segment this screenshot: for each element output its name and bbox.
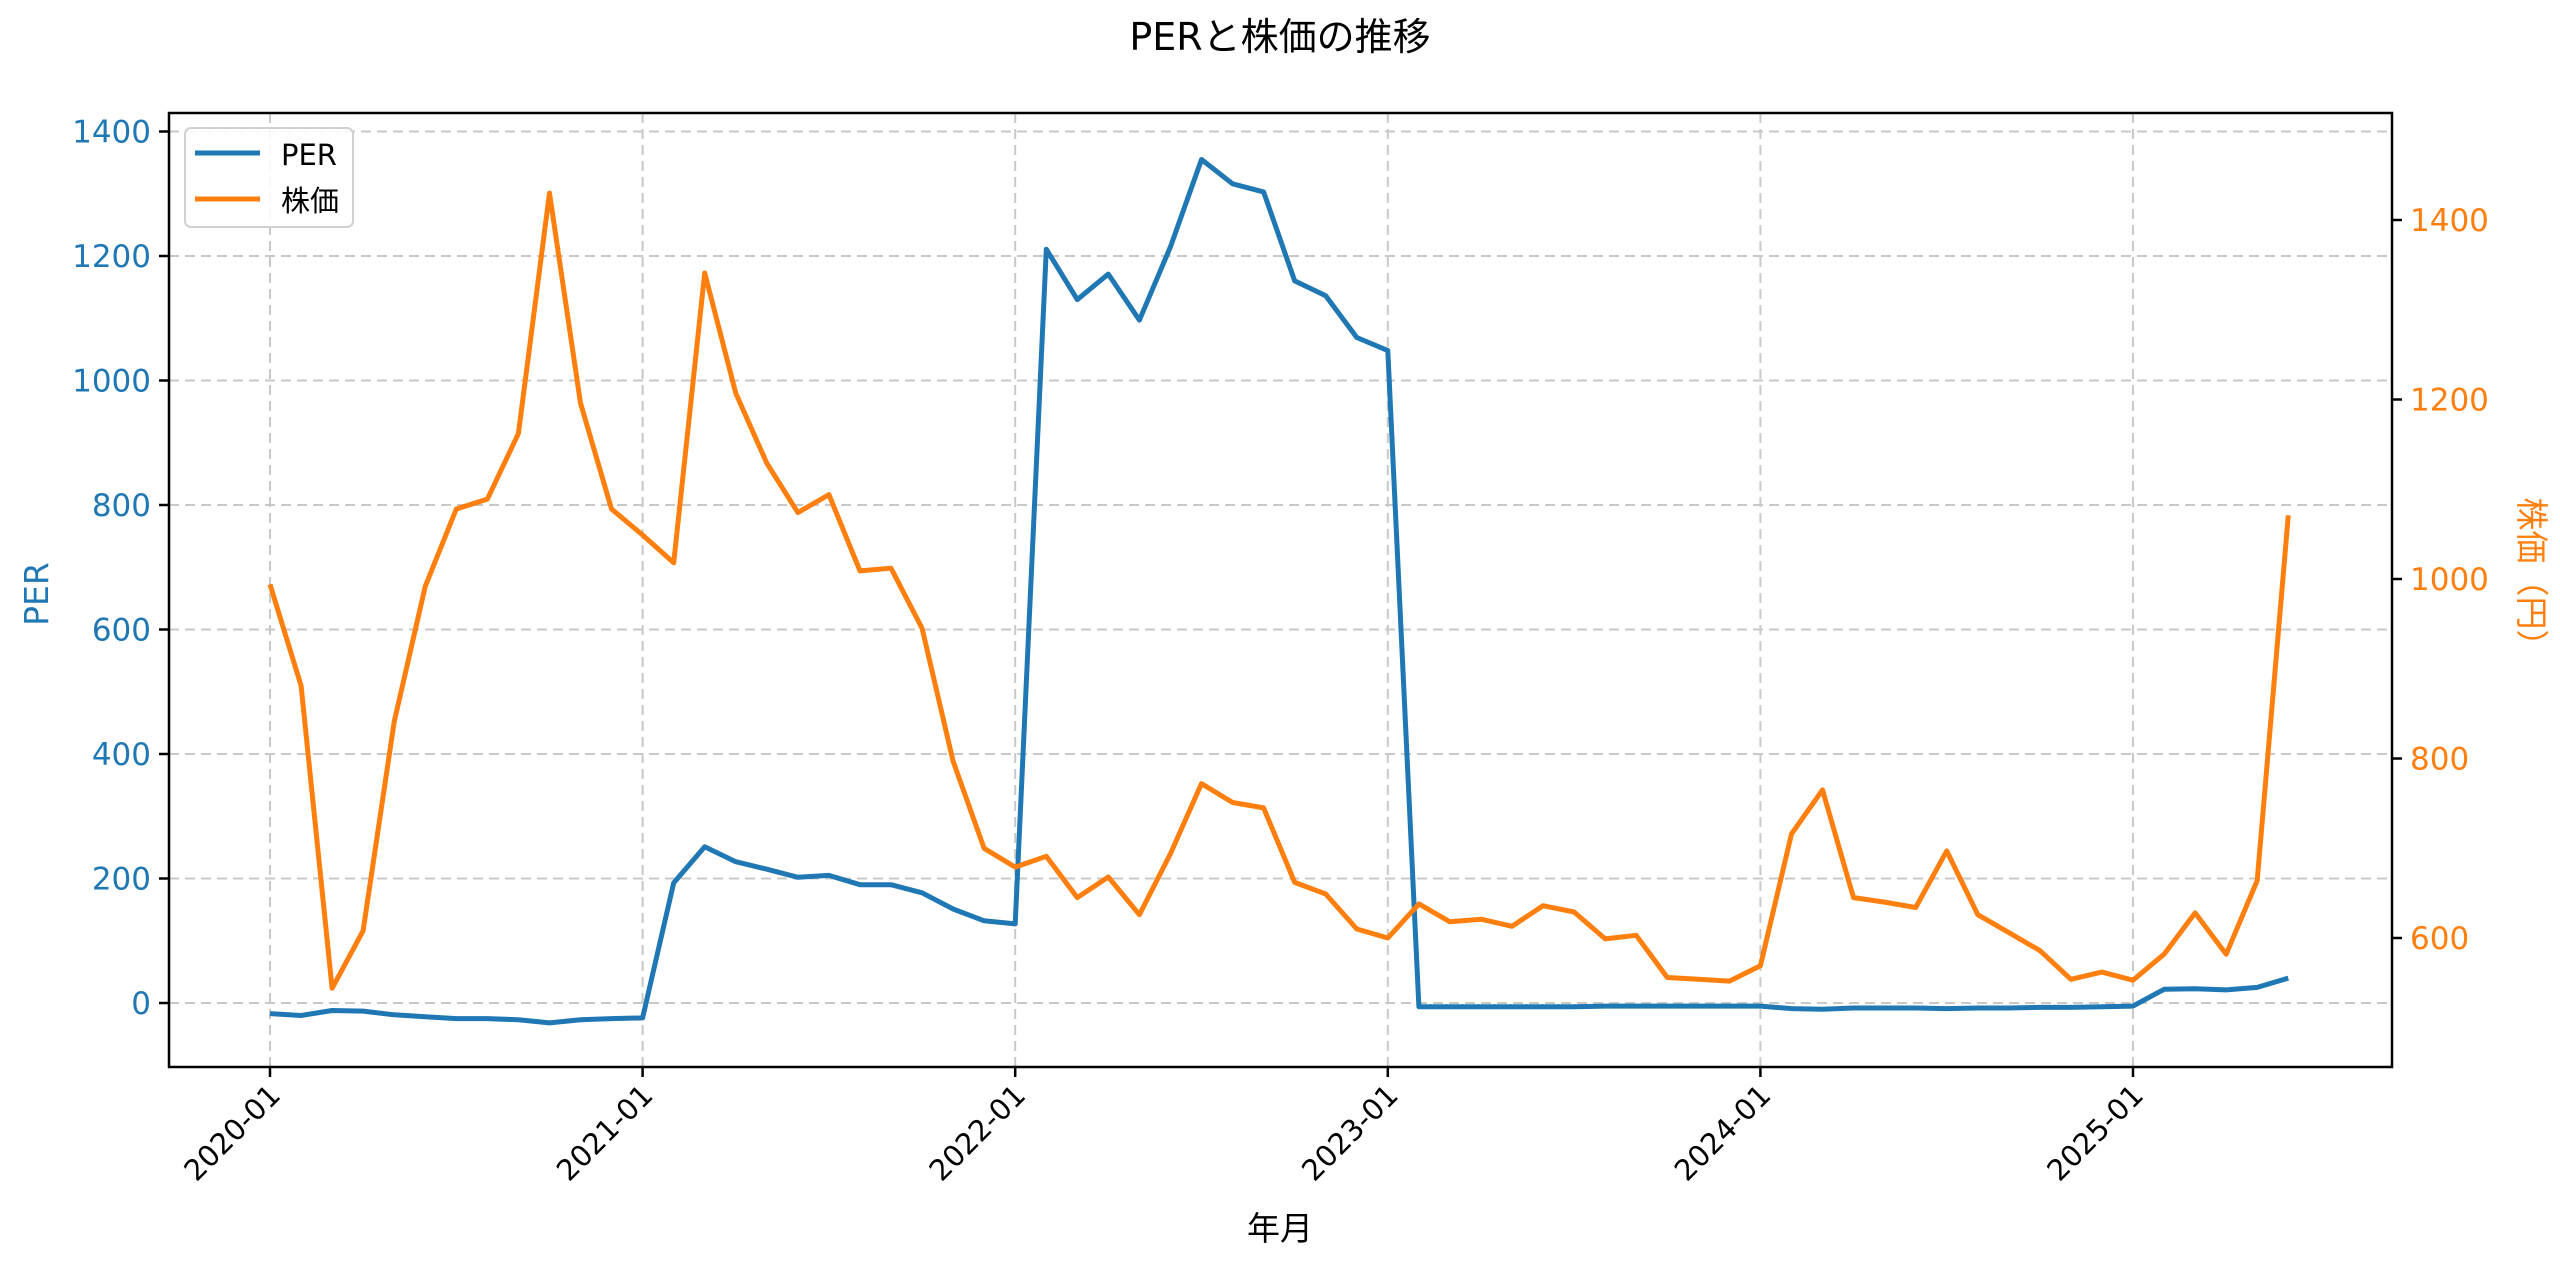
left-y-axis-label: PER	[17, 562, 56, 626]
price-line	[267, 190, 2291, 991]
left-tick-label: 1000	[72, 364, 151, 400]
x-axis-label: 年月	[1247, 1209, 1313, 1248]
right-tick-label: 800	[2410, 742, 2469, 778]
right-y-axis: 600 800 1000 1200 1400	[2392, 203, 2489, 957]
right-tick-label: 1000	[2410, 562, 2489, 598]
left-tick-label: 600	[92, 613, 151, 649]
x-axis: 2020-01 2021-01 2022-01 2023-01 2024-01 2025-…	[177, 1067, 2150, 1188]
legend-per-label: PER	[281, 138, 337, 172]
x-tick-label: 2021-01	[550, 1078, 660, 1188]
plot-area	[167, 111, 2394, 1069]
x-tick-label: 2022-01	[922, 1078, 1032, 1188]
left-tick-label: 0	[131, 986, 151, 1022]
per-line	[269, 157, 2290, 1026]
right-tick-label: 600	[2410, 921, 2469, 957]
left-y-axis: 0 200 400 600 800 1000 1200 1400	[72, 115, 169, 1022]
x-tick-label: 2024-01	[1668, 1078, 1778, 1188]
right-tick-label: 1400	[2410, 203, 2489, 239]
x-tick-label: 2025-01	[2040, 1078, 2150, 1188]
left-tick-label: 1400	[72, 115, 151, 151]
chart-title: PERと株価の推移	[1129, 15, 1430, 59]
left-tick-label: 800	[92, 488, 151, 524]
right-tick-label: 1200	[2410, 383, 2489, 419]
left-tick-label: 400	[92, 737, 151, 773]
right-y-axis-label: 株価（円）	[2512, 498, 2551, 663]
grid-lines	[169, 113, 2392, 1067]
x-tick-label: 2023-01	[1295, 1078, 1405, 1188]
left-tick-label: 200	[92, 862, 151, 898]
left-tick-label: 1200	[72, 239, 151, 275]
legend-price-label: 株価	[281, 184, 339, 218]
x-tick-label: 2020-01	[177, 1078, 287, 1188]
legend: PER 株価	[184, 127, 354, 228]
